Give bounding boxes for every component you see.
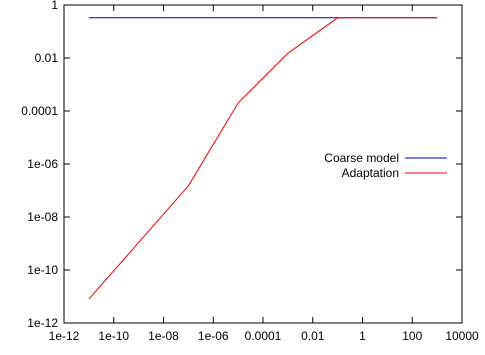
x-tick-label: 1 bbox=[359, 329, 366, 343]
x-tick-label: 0.0001 bbox=[245, 329, 282, 343]
x-tick-label: 10000 bbox=[445, 329, 479, 343]
y-tick-label: 1e-06 bbox=[27, 157, 58, 171]
series-layer bbox=[88, 17, 438, 300]
y-tick-label: 1e-08 bbox=[27, 210, 58, 224]
x-tick-label: 1e-12 bbox=[49, 329, 80, 343]
x-tick-label: 1e-08 bbox=[148, 329, 179, 343]
x-tick-label: 100 bbox=[402, 329, 422, 343]
y-tick-label: 0.01 bbox=[35, 51, 59, 65]
legend-label: Coarse model bbox=[324, 151, 399, 165]
ticks-layer: 1e-12 1e-10 1e-08 1e-06 0.0001 0.01 1 100 10000 1… bbox=[21, 0, 479, 343]
series-line-adaptation bbox=[88, 17, 438, 300]
y-tick-label: 1e-12 bbox=[27, 316, 58, 330]
plot-frame bbox=[63, 4, 463, 324]
x-tick-label: 1e-10 bbox=[98, 329, 129, 343]
x-tick-label: 0.01 bbox=[301, 329, 325, 343]
y-tick-label: 1 bbox=[51, 0, 58, 12]
y-tick-label: 1e-10 bbox=[27, 263, 58, 277]
x-tick-label: 1e-06 bbox=[198, 329, 229, 343]
y-tick-label: 0.0001 bbox=[21, 104, 58, 118]
legend-label: Adaptation bbox=[342, 166, 399, 180]
